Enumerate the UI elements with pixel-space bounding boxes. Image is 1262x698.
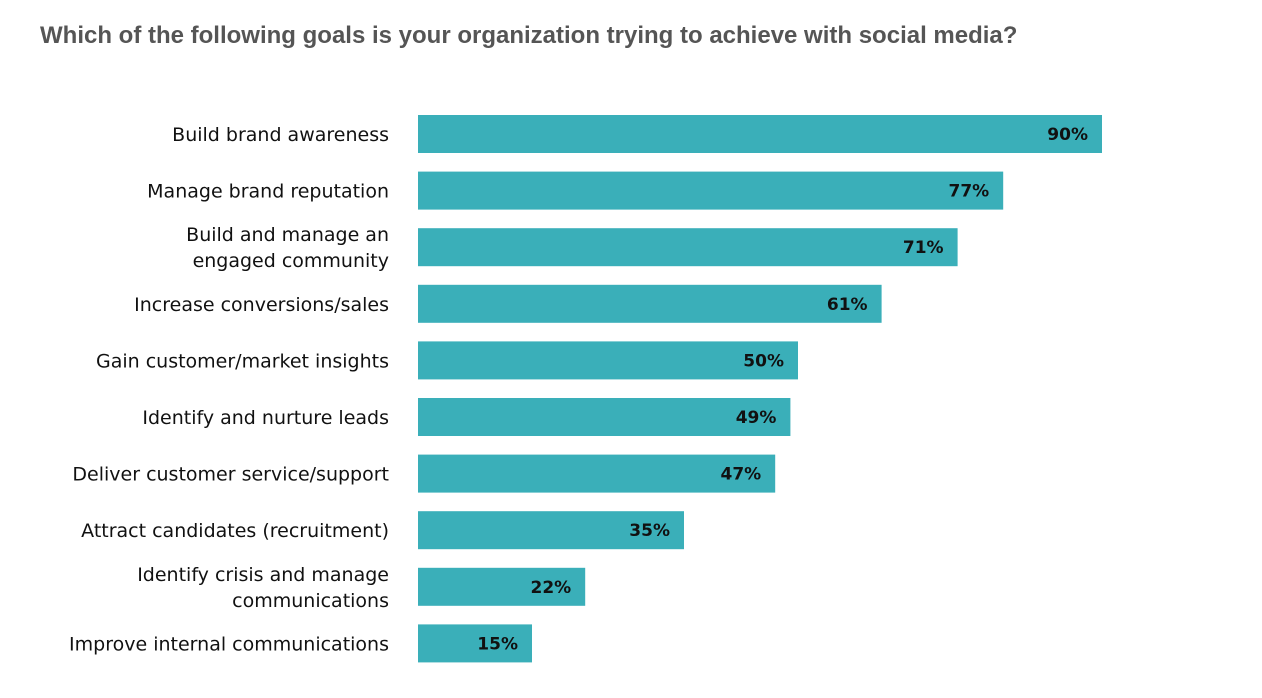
category-label-line: Attract candidates (recruitment) <box>81 520 389 542</box>
bar <box>418 171 1004 210</box>
category-label-line: Identify crisis and manage <box>137 564 389 586</box>
category-label-line: Increase conversions/sales <box>134 294 389 316</box>
category-label-line: Identify and nurture leads <box>142 407 389 429</box>
category-label: Build brand awareness <box>172 124 389 146</box>
category-label: Attract candidates (recruitment) <box>81 520 389 542</box>
bar <box>418 511 684 550</box>
category-label: Build and manage an engaged community <box>186 224 389 272</box>
category-label-line: communications <box>232 590 389 612</box>
bar <box>418 228 958 267</box>
bar <box>418 454 776 493</box>
category-label-line: Build brand awareness <box>172 124 389 146</box>
category-label: Identify and nurture leads <box>142 407 389 429</box>
category-label-line: Deliver customer service/support <box>72 464 389 486</box>
bar <box>418 284 882 323</box>
value-label: 90% <box>1047 125 1088 145</box>
bar <box>418 341 798 380</box>
value-label: 61% <box>827 295 868 315</box>
category-label: Increase conversions/sales <box>134 294 389 316</box>
category-label-line: Manage brand reputation <box>147 181 389 203</box>
value-label: 47% <box>720 465 761 485</box>
value-label: 35% <box>629 521 670 541</box>
value-label: 71% <box>903 238 944 258</box>
bar <box>418 624 532 663</box>
bar <box>418 115 1102 153</box>
value-label: 49% <box>736 408 777 428</box>
category-label-line: Improve internal communications <box>69 633 389 655</box>
value-label: 50% <box>743 351 784 371</box>
category-label-line: Build and manage an <box>186 224 389 246</box>
category-label: Improve internal communications <box>69 633 389 655</box>
bar <box>418 567 586 606</box>
value-label: 22% <box>530 578 571 598</box>
value-label: 77% <box>948 182 989 202</box>
value-label: 15% <box>477 634 518 654</box>
category-label: Manage brand reputation <box>147 181 389 203</box>
category-label-line: engaged community <box>193 250 389 272</box>
category-label-line: Gain customer/market insights <box>96 350 389 372</box>
category-label: Identify crisis and manage communications <box>137 564 389 612</box>
chart-title: Which of the following goals is your org… <box>40 22 1018 49</box>
bar <box>418 398 791 436</box>
category-label: Gain customer/market insights <box>96 350 389 372</box>
category-label: Deliver customer service/support <box>72 464 389 486</box>
